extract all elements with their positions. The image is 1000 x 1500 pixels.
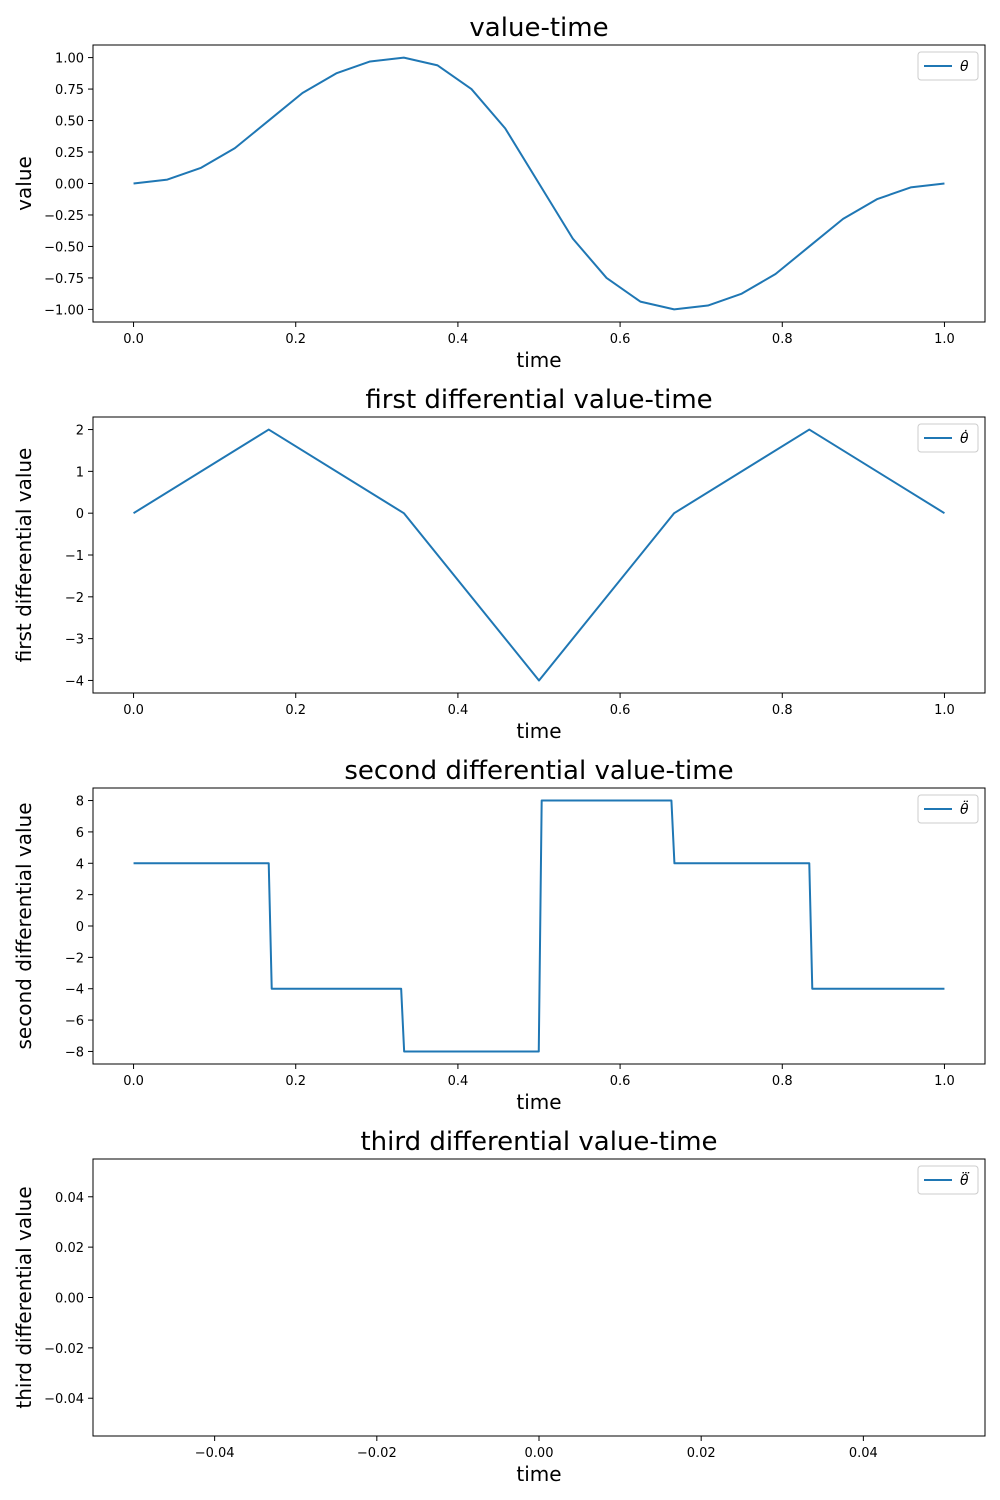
x-tick-label: 1.0	[934, 703, 955, 718]
y-tick-label: 1.00	[55, 52, 84, 67]
y-tick-label: −0.04	[44, 1392, 84, 1407]
axes-frame	[92, 416, 986, 694]
y-tick-label: 0.04	[55, 1191, 84, 1206]
legend-label: θ̈	[960, 799, 969, 818]
y-tick-label: 0.00	[55, 178, 84, 193]
y-tick-label: −0.75	[44, 272, 84, 287]
y-tick-label: 8	[76, 795, 84, 810]
y-tick-label: 0.25	[55, 146, 84, 161]
y-tick-label: −1.00	[44, 303, 84, 318]
chart-title: value-time	[469, 13, 608, 43]
y-tick-label: 0	[76, 920, 84, 935]
y-tick-label: −2	[65, 951, 84, 966]
x-tick-label: 0.00	[525, 1446, 554, 1461]
y-tick-label: 0.50	[55, 115, 84, 130]
panel-value-time: value-time 0.0 0.2 0.4 0.6 0.8 1.0 1.00 0.75 0.50…	[12, 13, 986, 372]
x-tick-label: 0.2	[285, 1074, 306, 1089]
x-tick-label: 0.0	[123, 1074, 144, 1089]
x-tick-label: 0.2	[285, 703, 306, 718]
y-tick-label: −2	[65, 591, 84, 606]
chart-title: first differential value-time	[365, 385, 712, 415]
legend-label: θ̇	[960, 429, 969, 447]
y-tick-label: 0	[76, 507, 84, 522]
x-axis-label: time	[516, 1090, 561, 1114]
x-tick-label: 0.04	[849, 1446, 878, 1461]
panel-third-differential: third differential value-time −0.04 −0.02 0…	[12, 1127, 986, 1486]
x-tick-label: 0.4	[448, 332, 469, 347]
legend: θ	[917, 51, 979, 81]
x-tick-label: 0.4	[448, 703, 469, 718]
y-tick-label: −4	[65, 983, 84, 998]
y-tick-label: 2	[76, 889, 84, 904]
y-tick-label: −4	[65, 674, 84, 689]
y-tick-label: −8	[65, 1045, 84, 1060]
x-axis-label: time	[516, 348, 561, 372]
x-tick-label: 0.8	[772, 332, 793, 347]
y-tick-label: 0.00	[55, 1292, 84, 1307]
y-tick-label: −0.02	[44, 1342, 84, 1357]
x-tick-label: 0.0	[123, 332, 144, 347]
y-tick-label: 0.75	[55, 83, 84, 98]
x-tick-label: 0.8	[772, 1074, 793, 1089]
legend-label: θ⃛	[960, 1171, 969, 1189]
y-axis-label: third differential value	[12, 1186, 36, 1408]
y-tick-label: −3	[65, 633, 84, 648]
x-tick-label: 0.02	[687, 1446, 716, 1461]
y-tick-label: −0.50	[44, 240, 84, 255]
y-tick-label: 6	[76, 826, 84, 841]
x-tick-label: 0.2	[285, 332, 306, 347]
panel-second-differential: second differential value-time 0.0 0.2 0.4 0…	[12, 756, 986, 1114]
x-tick-label: 0.6	[610, 703, 631, 718]
series-line	[133, 56, 945, 311]
x-tick-label: −0.04	[195, 1446, 235, 1461]
axes-frame	[92, 1158, 986, 1437]
y-tick-label: 4	[76, 857, 84, 872]
x-tick-label: 1.0	[934, 332, 955, 347]
x-tick-label: 0.6	[610, 1074, 631, 1089]
y-axis-label: second differential value	[12, 803, 36, 1050]
series-line	[133, 799, 945, 1053]
chart-title: second differential value-time	[344, 756, 733, 786]
x-axis-label: time	[516, 1462, 561, 1486]
x-tick-label: 0.0	[123, 703, 144, 718]
x-tick-label: 1.0	[934, 1074, 955, 1089]
x-tick-label: 0.6	[610, 332, 631, 347]
legend: θ̈	[917, 794, 979, 824]
panel-first-differential: first differential value-time 0.0 0.2 0.4 0.…	[12, 385, 986, 743]
legend-label: θ	[960, 59, 969, 75]
y-tick-label: −6	[65, 1014, 84, 1029]
x-tick-label: 0.8	[772, 703, 793, 718]
y-tick-label: −0.25	[44, 209, 84, 224]
x-tick-label: 0.4	[448, 1074, 469, 1089]
y-tick-label: 0.02	[55, 1241, 84, 1256]
legend: θ⃛	[917, 1165, 979, 1195]
legend: θ̇	[917, 423, 979, 453]
y-tick-label: 2	[76, 424, 84, 439]
y-axis-label: first differential value	[12, 448, 36, 663]
chart-title: third differential value-time	[360, 1127, 717, 1157]
y-tick-label: −1	[65, 549, 84, 564]
series-line	[133, 428, 945, 682]
x-tick-label: −0.02	[357, 1446, 397, 1461]
y-tick-label: 1	[76, 465, 84, 480]
x-axis-label: time	[516, 719, 561, 743]
y-axis-label: value	[12, 156, 36, 211]
